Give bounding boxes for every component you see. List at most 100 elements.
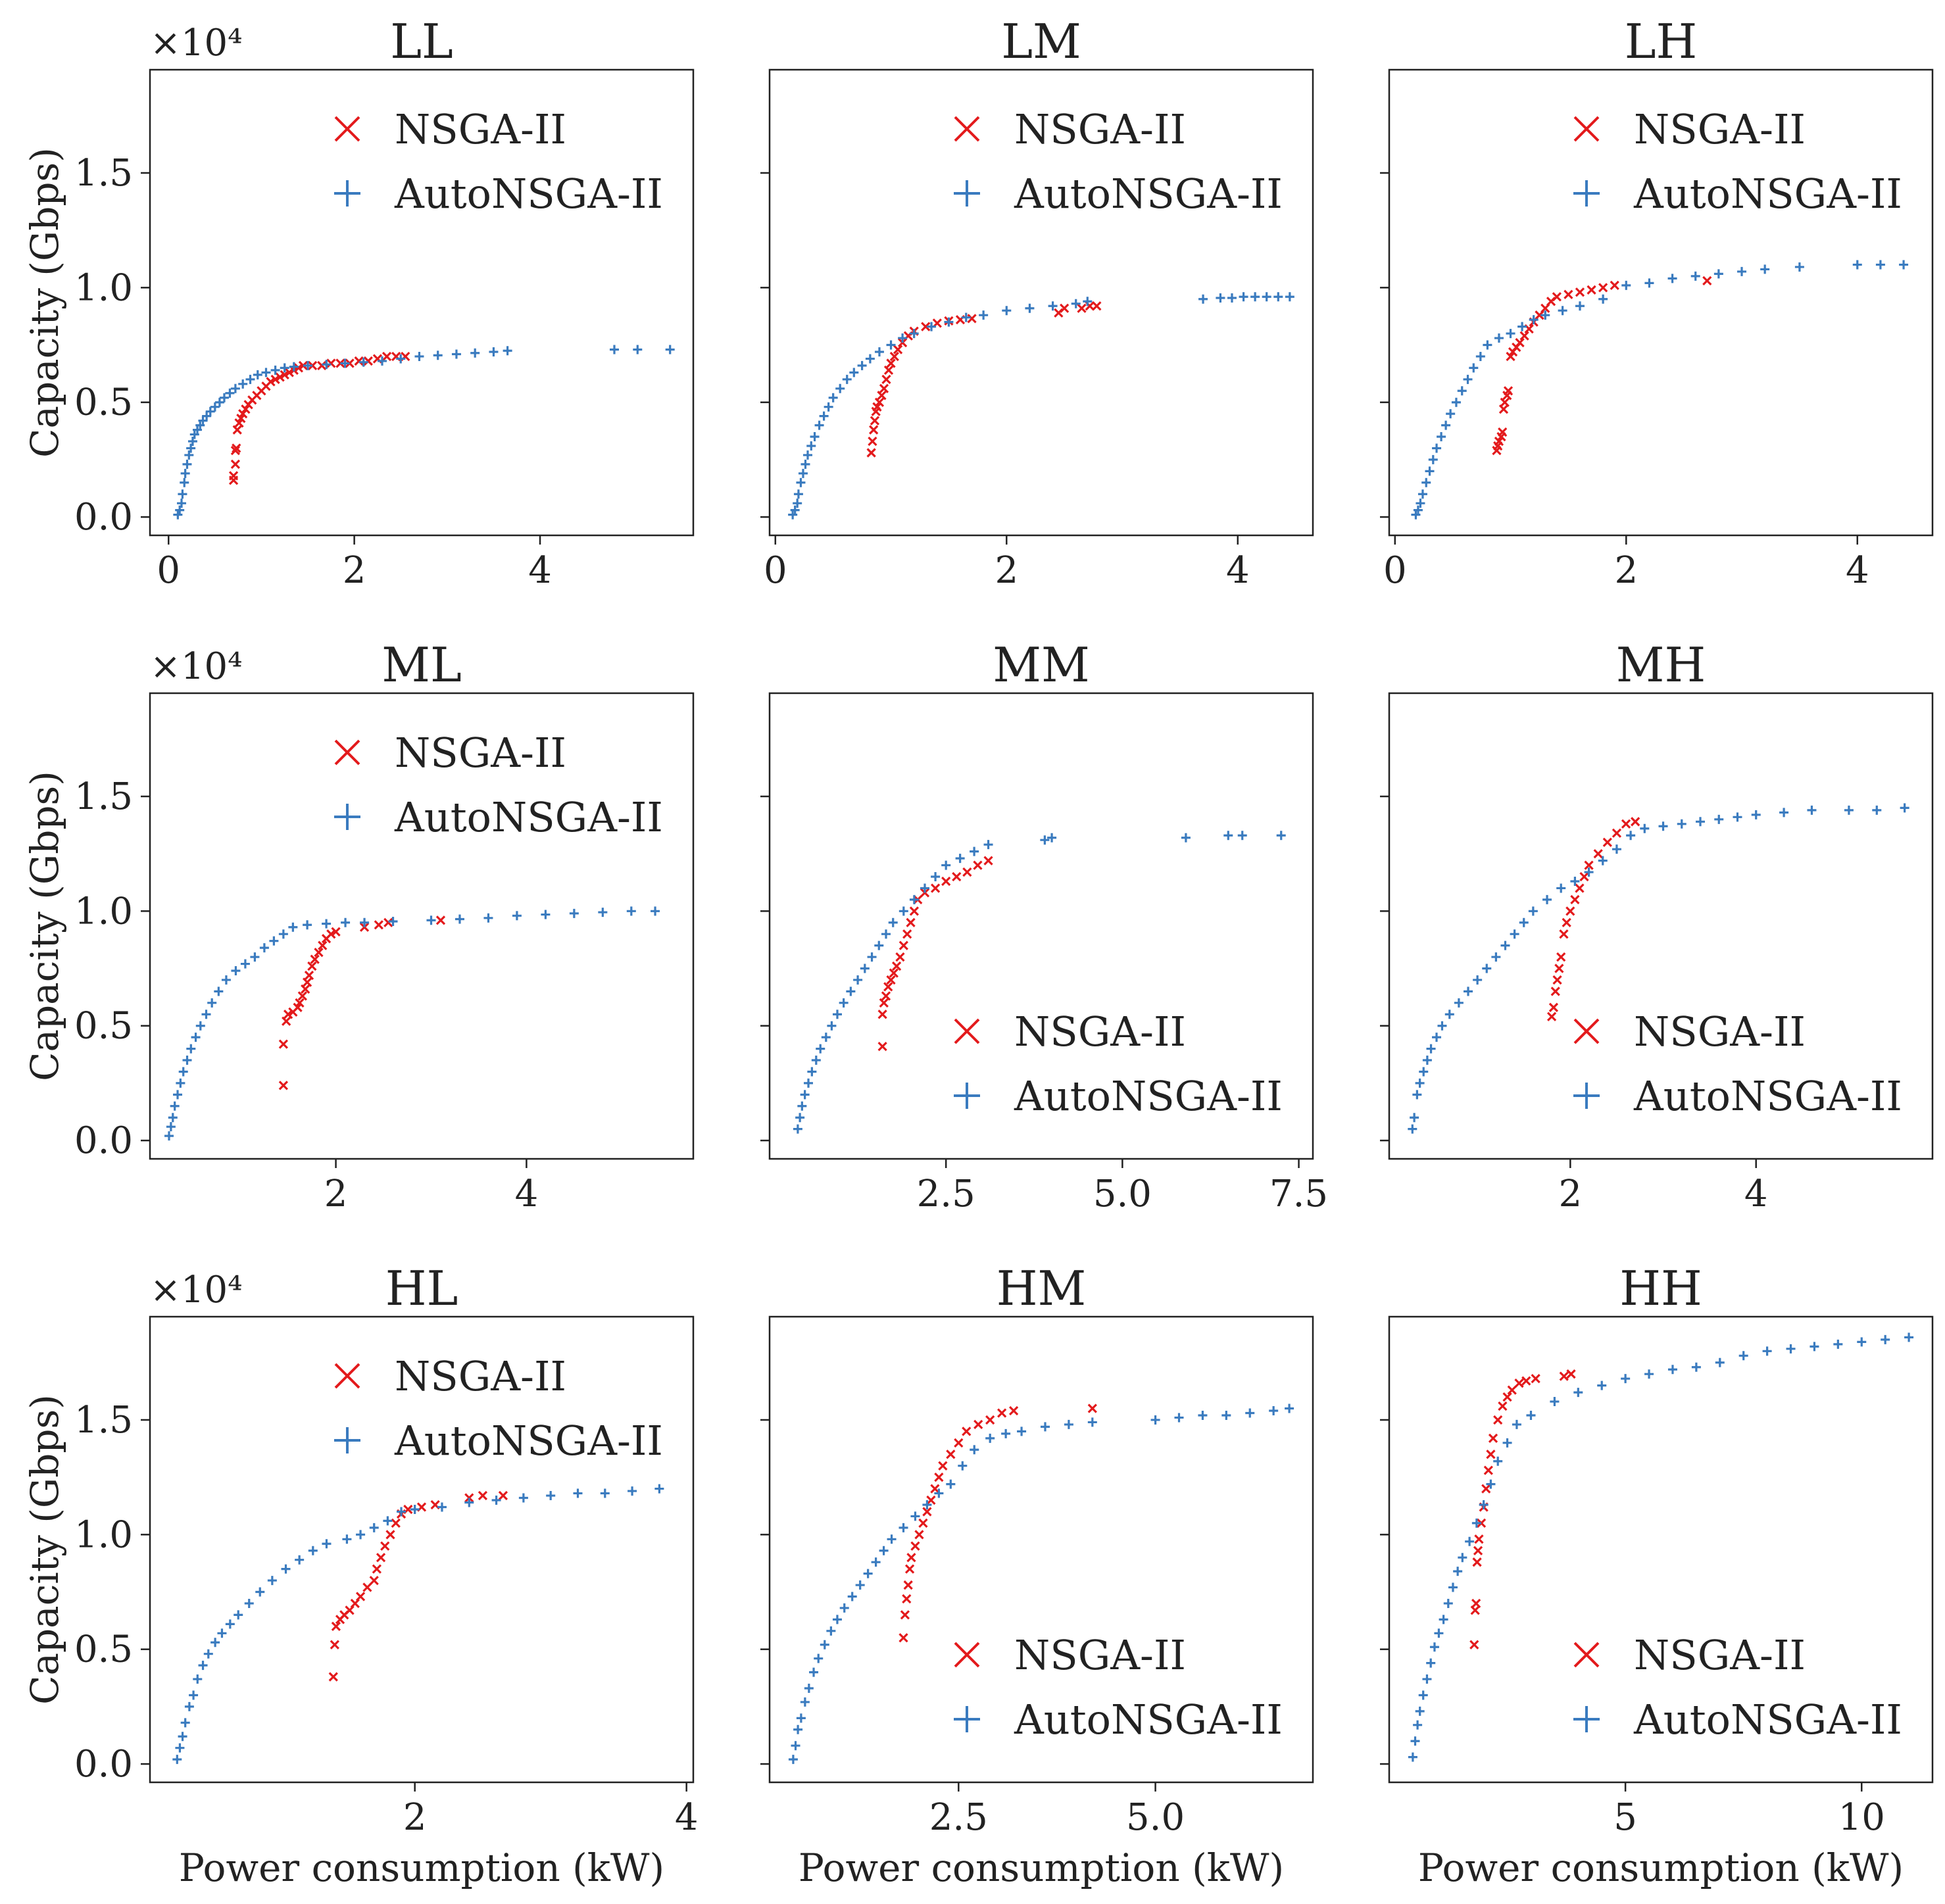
data-point [1432,1033,1442,1042]
data-point [879,1546,889,1555]
data-point [651,906,660,916]
data-point [863,1569,873,1578]
data-point [983,856,993,866]
data-point [219,393,229,403]
legend: NSGA-II AutoNSGA-II [334,729,663,841]
data-point [874,397,885,407]
data-point [1245,1408,1255,1418]
data-point [191,1033,201,1042]
data-point [1408,1752,1417,1762]
data-point [383,917,393,927]
data-point [1515,337,1525,348]
x-tick-label: 5.0 [1126,1796,1185,1839]
data-point [342,1534,352,1544]
data-point [397,1507,406,1517]
data-point [1417,489,1427,499]
data-point [180,468,190,478]
data-point [1040,835,1050,845]
data-point [293,363,304,373]
legend-label: AutoNSGA-II [1633,1072,1902,1120]
data-point [270,374,280,384]
data-point [1598,283,1608,293]
data-point [569,908,579,918]
data-point [1881,1334,1890,1344]
data-point [889,351,899,362]
data-point [374,920,383,930]
data-point [820,1640,829,1649]
data-point [806,441,816,451]
data-point [518,1493,528,1503]
data-point [1498,1401,1508,1411]
data-point [355,1592,366,1601]
data-point [1658,821,1668,831]
data-point [909,906,920,916]
data-point [903,1580,913,1590]
data-point [341,917,351,927]
subplot-title: HH [1619,1261,1702,1316]
plot-frame [768,68,1314,537]
data-point [1702,276,1712,285]
data-point [1570,876,1580,886]
subplot-ml: ML ×10⁴ Capacity (Gbps)0.0 0.5 1.0 1.5 2 4 NSGA-… [22,637,695,1215]
series-nsga-ii [1492,276,1712,456]
data-point [938,1461,948,1471]
data-point [435,915,446,925]
data-point [489,347,499,356]
subplot-title: HL [385,1261,458,1316]
data-point [195,1021,205,1031]
data-point [433,351,443,360]
y-tick-label: 1.5 [74,1399,133,1442]
data-point [255,1587,265,1597]
data-point [278,929,288,939]
data-point [1872,805,1882,815]
data-point [1181,833,1191,842]
data-point [385,1530,395,1540]
series-autonsga-ii [1411,260,1909,520]
data-point [1794,262,1804,272]
data-point [1426,1044,1436,1054]
data-point [826,1626,836,1636]
legend-marker-nsga [954,116,980,142]
data-point [184,1701,194,1711]
plot-frame [149,692,695,1160]
data-point [881,991,891,1001]
data-point [1733,812,1742,822]
data-point [363,356,373,366]
data-point [318,940,328,950]
y-tick-label: 1.0 [74,266,133,309]
data-point [354,356,364,366]
data-point [304,970,314,981]
data-point [1216,293,1225,303]
data-point [866,448,876,458]
data-point [221,975,231,985]
legend-marker-autonsga [954,1706,980,1732]
data-point [944,317,954,327]
legend-marker-autonsga [334,1427,360,1453]
data-point [1262,292,1271,302]
data-point [832,1010,842,1019]
data-point [230,459,241,470]
data-point [1833,1339,1843,1349]
data-point [795,1113,805,1123]
data-point [1667,274,1677,283]
data-point [1426,1658,1436,1668]
data-point [234,1610,243,1620]
data-point [1150,1415,1160,1425]
data-point [298,360,308,371]
data-point [214,987,224,996]
data-point [178,1732,187,1742]
data-point [377,356,387,366]
legend-label: NSGA-II [1634,1008,1806,1056]
subplot-hl: HL ×10⁴ Capacity (Gbps) Power consumption (… [22,1261,698,1890]
data-point [240,959,250,969]
data-point [1421,477,1431,487]
plot-frame [149,68,695,537]
data-point [1621,1374,1631,1384]
data-point [1476,1518,1487,1528]
data-point [1570,894,1580,905]
data-point [796,1713,806,1723]
data-point [889,968,899,978]
data-point [967,314,977,324]
subplot-title: LM [1001,14,1081,69]
legend-marker-autonsga [1573,1706,1600,1732]
